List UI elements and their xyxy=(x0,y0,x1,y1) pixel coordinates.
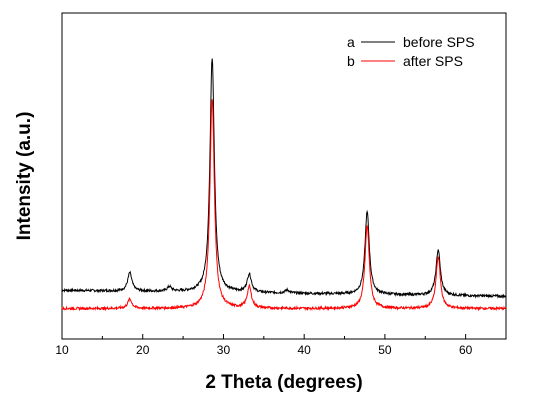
x-tick-label: 50 xyxy=(378,343,392,357)
legend-label-b: after SPS xyxy=(403,53,463,69)
x-tick-label: 10 xyxy=(55,343,69,357)
x-axis-ticks: 10 20 30 40 50 60 xyxy=(55,334,507,357)
x-tick-label: 20 xyxy=(136,343,150,357)
series-layer xyxy=(61,58,507,312)
x-tick-label: 40 xyxy=(298,343,312,357)
series-line-a xyxy=(61,58,507,299)
plot-frame xyxy=(61,12,507,340)
legend-key-a: a xyxy=(347,34,355,50)
x-axis-title: 2 Theta (degrees) xyxy=(205,372,362,393)
x-tick-label: 60 xyxy=(459,343,473,357)
legend-label-a: before SPS xyxy=(403,34,475,50)
legend: a before SPS b after SPS xyxy=(347,34,475,69)
legend-key-b: b xyxy=(347,53,355,69)
series-line-b xyxy=(61,99,507,312)
y-axis-title: Intensity (a.u.) xyxy=(14,112,35,241)
x-tick-label: 30 xyxy=(217,343,231,357)
